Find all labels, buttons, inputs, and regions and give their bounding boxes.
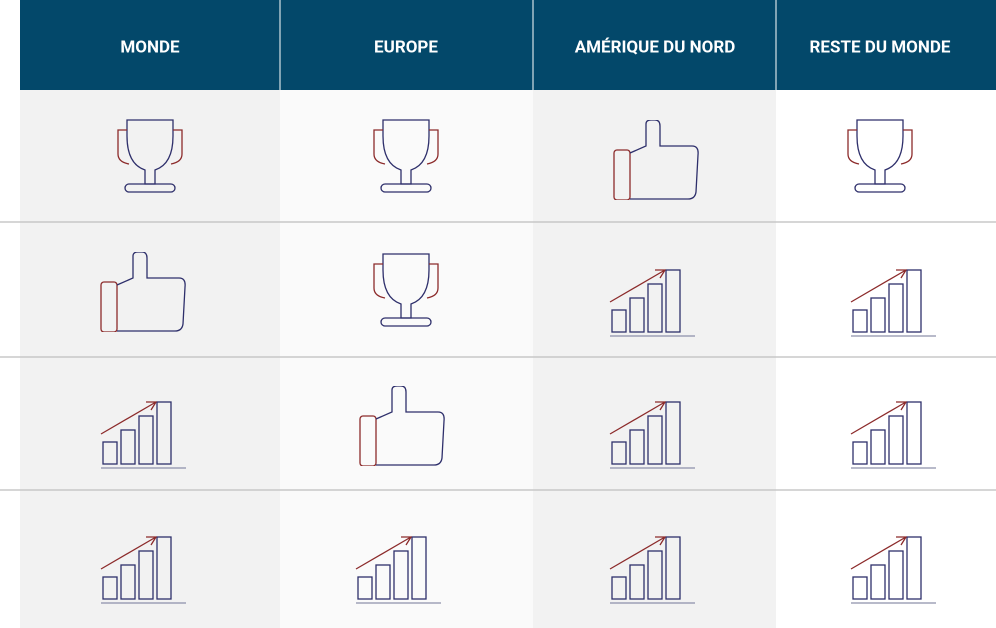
row-dividers [0, 221, 996, 491]
header-bg [20, 0, 996, 90]
column-bg [20, 90, 280, 628]
growth-icon [850, 536, 937, 604]
column-header: EUROPE [374, 37, 438, 57]
column-header: RESTE DU MONDE [810, 37, 951, 57]
column-header: AMÉRIQUE DU NORD [575, 37, 736, 57]
trophy-icon [847, 119, 913, 193]
column-bg [533, 90, 776, 628]
column-header: MONDE [120, 37, 180, 57]
column-backgrounds [20, 90, 776, 628]
growth-icon [850, 401, 937, 469]
growth-icon [850, 269, 937, 337]
column-bg [280, 90, 533, 628]
header: MONDE EUROPE AMÉRIQUE DU NORD RESTE DU M… [20, 0, 996, 90]
